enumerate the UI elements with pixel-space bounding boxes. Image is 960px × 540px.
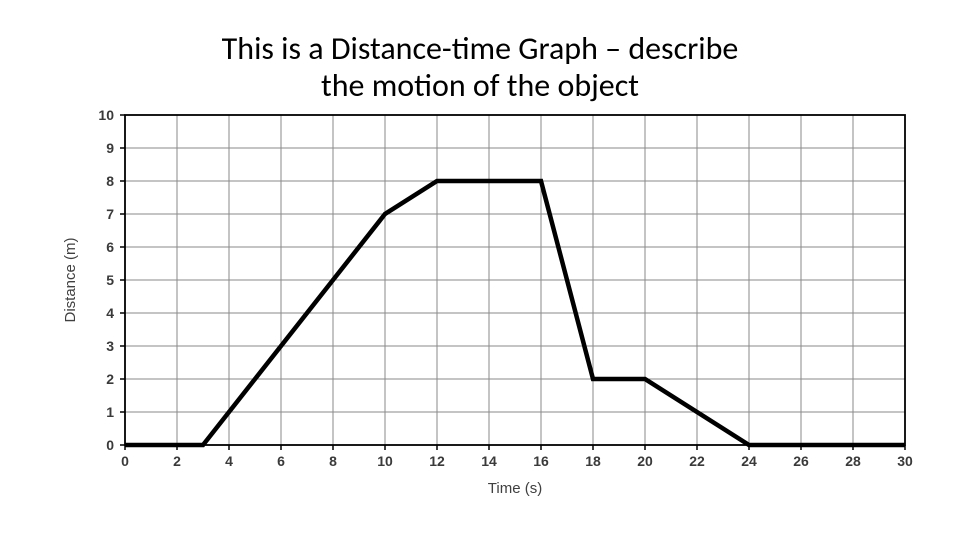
svg-text:4: 4	[106, 305, 114, 321]
svg-text:5: 5	[106, 272, 114, 288]
svg-text:20: 20	[637, 453, 653, 469]
svg-text:2: 2	[106, 371, 114, 387]
svg-text:6: 6	[106, 239, 114, 255]
svg-text:1: 1	[106, 404, 114, 420]
svg-text:24: 24	[741, 453, 757, 469]
svg-text:4: 4	[225, 453, 233, 469]
svg-text:2: 2	[173, 453, 181, 469]
svg-text:0: 0	[106, 437, 114, 453]
title-line-1: This is a Distance-time Graph – describe	[222, 29, 739, 68]
svg-text:7: 7	[106, 206, 114, 222]
svg-text:18: 18	[585, 453, 601, 469]
chart-svg: 024681012141618202224262830012345678910T…	[40, 100, 920, 520]
svg-text:14: 14	[481, 453, 497, 469]
svg-text:10: 10	[98, 107, 114, 123]
svg-text:0: 0	[121, 453, 129, 469]
svg-text:22: 22	[689, 453, 705, 469]
svg-text:28: 28	[845, 453, 861, 469]
slide-title: This is a Distance-time Graph – describe…	[0, 31, 960, 105]
svg-text:16: 16	[533, 453, 549, 469]
svg-text:8: 8	[106, 173, 114, 189]
svg-text:26: 26	[793, 453, 809, 469]
svg-text:6: 6	[277, 453, 285, 469]
svg-text:10: 10	[377, 453, 393, 469]
svg-text:30: 30	[897, 453, 913, 469]
svg-text:Distance (m): Distance (m)	[62, 237, 79, 322]
svg-text:12: 12	[429, 453, 445, 469]
svg-text:9: 9	[106, 140, 114, 156]
distance-time-chart: 024681012141618202224262830012345678910T…	[40, 100, 920, 520]
svg-text:3: 3	[106, 338, 114, 354]
svg-text:8: 8	[329, 453, 337, 469]
svg-text:Time (s): Time (s)	[488, 480, 542, 497]
